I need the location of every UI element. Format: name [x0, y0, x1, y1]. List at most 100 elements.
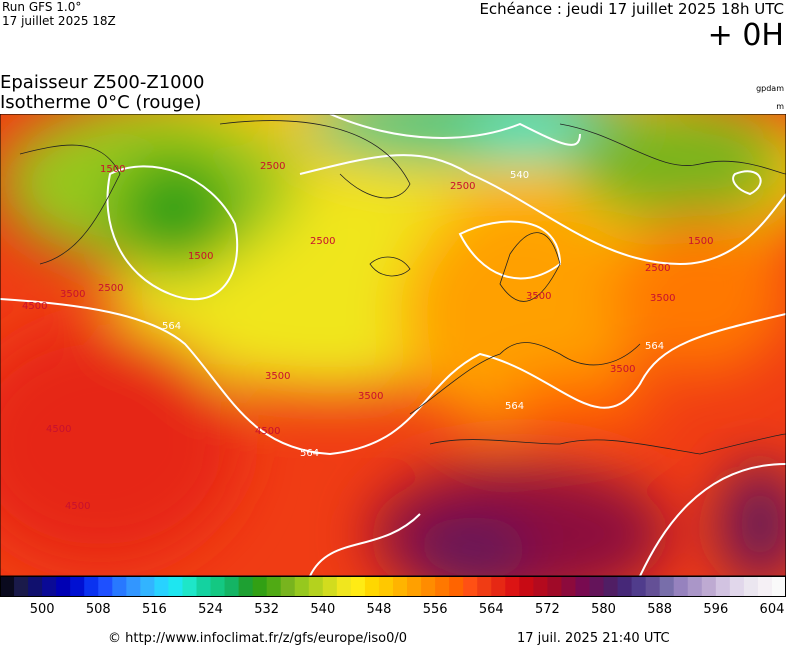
colorbar-label: 580	[591, 602, 616, 616]
color-swatch	[575, 576, 590, 597]
colorbar-label: 516	[142, 602, 167, 616]
unit: gpdam	[756, 84, 784, 93]
color-swatch	[687, 576, 703, 597]
color-swatch	[196, 576, 212, 597]
contour-label: 3500	[526, 291, 551, 302]
color-swatch	[308, 576, 324, 597]
color-swatch	[477, 576, 492, 597]
color-swatch	[266, 576, 282, 597]
color-swatch	[224, 576, 240, 597]
color-swatch	[322, 576, 338, 597]
color-swatch	[168, 576, 183, 597]
contour-label: 3500	[358, 391, 383, 402]
color-swatch	[238, 576, 254, 597]
contour-label: 564	[300, 448, 319, 459]
contour-label: 3500	[650, 293, 675, 304]
contour-label: 2500	[98, 283, 123, 294]
color-swatch	[28, 576, 43, 597]
color-swatch	[645, 576, 661, 597]
color-swatch	[294, 576, 310, 597]
color-swatch	[491, 576, 506, 597]
map: 1500 2500 2500 3500 4500 564 3500 4500 5…	[0, 114, 786, 576]
colorbar-label: 508	[86, 602, 111, 616]
contour-label: 2500	[450, 181, 475, 192]
color-swatch	[519, 576, 534, 597]
color-swatch	[617, 576, 633, 597]
colorbar-label: 564	[479, 602, 504, 616]
contour-labels: 1500 2500 2500 3500 4500 564 3500 4500 5…	[22, 161, 713, 512]
color-swatch	[393, 576, 408, 597]
color-swatch	[435, 576, 450, 597]
contour-label: 4500	[46, 424, 71, 435]
color-swatch	[56, 576, 71, 597]
colorbar-label: 596	[703, 602, 728, 616]
subtitle: Isotherme 0°C (rouge)	[0, 92, 202, 113]
color-swatch	[0, 576, 15, 597]
contour-label: 564	[505, 401, 524, 412]
generated-time: 17 juil. 2025 21:40 UTC	[517, 631, 670, 646]
color-swatch	[112, 576, 127, 597]
contour-label: 564	[645, 341, 664, 352]
contour-label: 4500	[255, 426, 280, 437]
color-swatch	[743, 576, 759, 597]
colorbar-label: 604	[760, 602, 785, 616]
color-swatch	[421, 576, 436, 597]
color-swatch	[378, 576, 394, 597]
unit: m	[776, 102, 784, 111]
colorbar-label: 532	[254, 602, 279, 616]
contour-label: 1500	[688, 236, 713, 247]
contour-label: 2500	[260, 161, 285, 172]
color-swatch	[70, 576, 85, 597]
contour-label: 540	[510, 170, 529, 181]
color-swatch	[603, 576, 619, 597]
color-swatch	[154, 576, 169, 597]
lead-time: + 0H	[707, 18, 784, 53]
contour-label: 1500	[100, 164, 125, 175]
colorbar-label: 540	[310, 602, 335, 616]
color-swatch	[84, 576, 99, 597]
color-swatch	[126, 576, 141, 597]
color-swatch	[547, 576, 562, 597]
colorbar-label: 500	[30, 602, 55, 616]
colorbar: 500 508 516 524 532 540 548 556 564 572 580 588 596 6…	[0, 576, 786, 616]
contour-label: 2500	[645, 263, 670, 274]
run-date: 17 juillet 2025 18Z	[2, 14, 116, 28]
title: Epaisseur Z500-Z1000	[0, 72, 205, 93]
color-swatch	[140, 576, 155, 597]
contour-label: 564	[162, 321, 181, 332]
color-swatch	[350, 576, 366, 597]
colorbar-label: 572	[535, 602, 560, 616]
color-swatch	[407, 576, 422, 597]
color-swatch	[673, 576, 689, 597]
color-swatch	[336, 576, 352, 597]
color-swatch	[449, 576, 464, 597]
contour-label: 4500	[65, 501, 90, 512]
contour-label: 3500	[610, 364, 635, 375]
color-swatch	[659, 576, 675, 597]
contour-label: 2500	[310, 236, 335, 247]
echeance: Echéance : jeudi 17 juillet 2025 18h UTC	[479, 0, 784, 18]
colorbar-label: 548	[367, 602, 392, 616]
color-swatch	[463, 576, 478, 597]
color-swatch	[715, 576, 731, 597]
color-swatch	[98, 576, 113, 597]
color-swatch	[757, 576, 773, 597]
color-swatch	[701, 576, 717, 597]
contour-label: 4500	[22, 301, 47, 312]
color-swatch	[533, 576, 548, 597]
source-url: © http://www.infoclimat.fr/z/gfs/europe/…	[108, 631, 408, 646]
color-swatch	[14, 576, 29, 597]
color-swatch	[42, 576, 57, 597]
color-swatch	[210, 576, 226, 597]
contour-label: 1500	[188, 251, 213, 262]
color-swatch	[771, 576, 786, 597]
color-swatch	[182, 576, 197, 597]
contour-label: 3500	[265, 371, 290, 382]
color-swatch	[280, 576, 296, 597]
color-swatch	[631, 576, 647, 597]
colorbar-label: 556	[423, 602, 448, 616]
color-swatch	[729, 576, 745, 597]
color-swatch	[561, 576, 576, 597]
run: Run GFS 1.0°	[2, 0, 82, 14]
